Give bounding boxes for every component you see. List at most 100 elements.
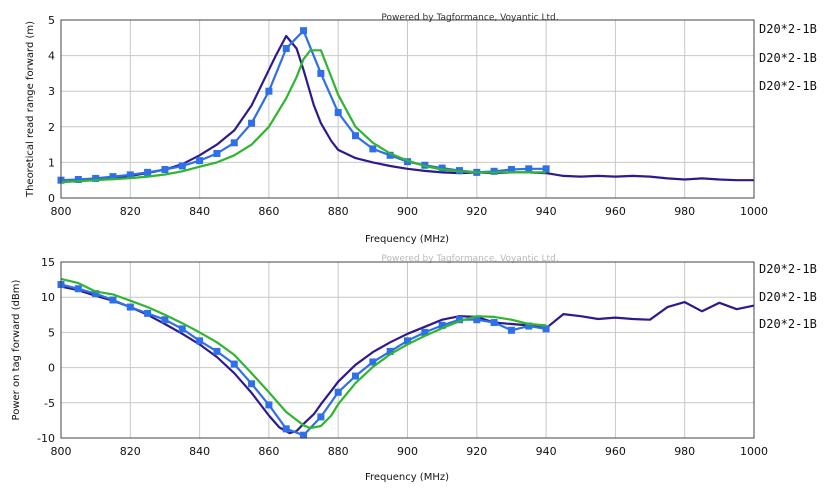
data-point (74, 285, 82, 293)
data-point (352, 132, 360, 140)
x-axis-label-bottom: Frequency (MHz) (365, 472, 449, 483)
data-point (507, 326, 515, 334)
x-tick-label: 980 (674, 205, 695, 218)
data-point (230, 139, 238, 147)
data-point (386, 347, 394, 355)
y-tick-label: 10 (41, 291, 55, 304)
data-point (300, 27, 308, 35)
x-tick-label: 840 (189, 205, 210, 218)
data-point (213, 150, 221, 157)
y-axis-label-top: Theoretical read range forward (m) (25, 21, 36, 198)
x-tick-label: 860 (258, 445, 279, 458)
data-point (334, 109, 342, 117)
data-point (161, 316, 169, 324)
x-ticks-bottom: 800 820 840 860 880 900 920 940 960 980 1000 (51, 445, 769, 458)
data-point (92, 290, 100, 298)
data-point (109, 296, 117, 304)
x-tick-label: 860 (258, 205, 279, 218)
data-point (92, 174, 100, 182)
legend-entry: D20*2-1B (759, 290, 817, 304)
x-tick-label: 900 (397, 445, 418, 458)
legend-bottom: D20*2-1B D20*2-1B D20*2-1B (759, 262, 817, 331)
data-point (525, 322, 533, 330)
data-point (404, 337, 411, 345)
data-point (334, 388, 342, 396)
plot-frame-top (60, 19, 755, 199)
x-tick-label: 880 (328, 205, 349, 218)
x-tick-label: 920 (466, 205, 487, 218)
data-point (369, 358, 377, 366)
data-point (74, 175, 82, 183)
y-tick-label: 0 (48, 362, 55, 375)
data-point (178, 325, 186, 333)
y-tick-label: -5 (44, 397, 55, 410)
data-point (282, 44, 290, 52)
x-tick-label: 920 (466, 445, 487, 458)
legend-top: D20*2-1B D20*2-1B D20*2-1B (759, 22, 817, 93)
data-point (248, 119, 256, 127)
y-axis-label-bottom: Power on tag forward (dBm) (11, 279, 22, 420)
data-point (438, 164, 446, 172)
legend-entry: D20*2-1B (759, 22, 817, 36)
x-tick-label: 820 (120, 445, 141, 458)
x-tick-label: 940 (536, 205, 557, 218)
legend-entry: D20*2-1B (759, 79, 817, 93)
x-tick-label: 900 (397, 205, 418, 218)
data-point (300, 431, 308, 439)
data-point (386, 151, 394, 159)
y-tick-label: -10 (37, 432, 55, 445)
data-point (473, 316, 481, 324)
x-axis-label-top: Frequency (MHz) (365, 234, 449, 245)
x-tick-label: 820 (120, 205, 141, 218)
y-tick-label: 5 (48, 326, 55, 339)
y-tick-label: 4 (48, 50, 55, 63)
data-point (525, 165, 533, 173)
data-point (352, 372, 360, 380)
y-tick-label: 5 (48, 14, 55, 27)
series-line (60, 49, 547, 184)
y-tick-label: 15 (41, 256, 55, 269)
data-point (213, 347, 221, 355)
data-point (144, 168, 152, 176)
data-point (248, 380, 256, 388)
data-point (161, 166, 169, 174)
x-tick-label: 840 (189, 445, 210, 458)
data-point (490, 319, 498, 327)
data-point (455, 316, 463, 324)
x-tick-label: 1000 (740, 205, 768, 218)
data-point (317, 413, 325, 421)
x-tick-label: 960 (605, 205, 626, 218)
data-point (126, 303, 134, 311)
data-point (196, 337, 204, 345)
series-line (60, 277, 547, 430)
x-tick-label: 800 (51, 445, 72, 458)
y-ticks-top: 0 1 2 3 4 5 (48, 14, 55, 205)
data-point (144, 309, 152, 317)
data-point (126, 171, 134, 179)
data-point (230, 360, 238, 368)
series-group-top (57, 27, 754, 184)
legend-entry: D20*2-1B (759, 51, 817, 65)
data-point (507, 166, 515, 174)
y-tick-label: 3 (48, 85, 55, 98)
data-point (542, 325, 550, 333)
data-point (109, 173, 117, 181)
x-tick-label: 980 (674, 445, 695, 458)
chart-credit-bottom: Powered by Tagformance, Voyantic Ltd. (381, 254, 558, 264)
legend-entry: D20*2-1B (759, 262, 817, 276)
data-point (265, 401, 273, 409)
data-point (317, 69, 325, 77)
x-ticks-top: 800 820 840 860 880 900 920 940 960 980 1000 (51, 205, 769, 218)
data-point (178, 162, 186, 170)
y-tick-label: 0 (48, 192, 55, 205)
data-point (282, 425, 290, 433)
series-line (60, 285, 755, 435)
data-point (542, 165, 550, 173)
series-line (60, 34, 754, 184)
legend-entry: D20*2-1B (759, 317, 817, 331)
chart-top: 800 820 840 860 880 900 920 940 960 980 1000 0 1 2 3 4… (25, 13, 817, 245)
chart-credit-top: Powered by Tagformance, Voyantic Ltd. (381, 13, 558, 23)
data-point (265, 87, 273, 95)
plot-frame-bottom (60, 261, 755, 439)
